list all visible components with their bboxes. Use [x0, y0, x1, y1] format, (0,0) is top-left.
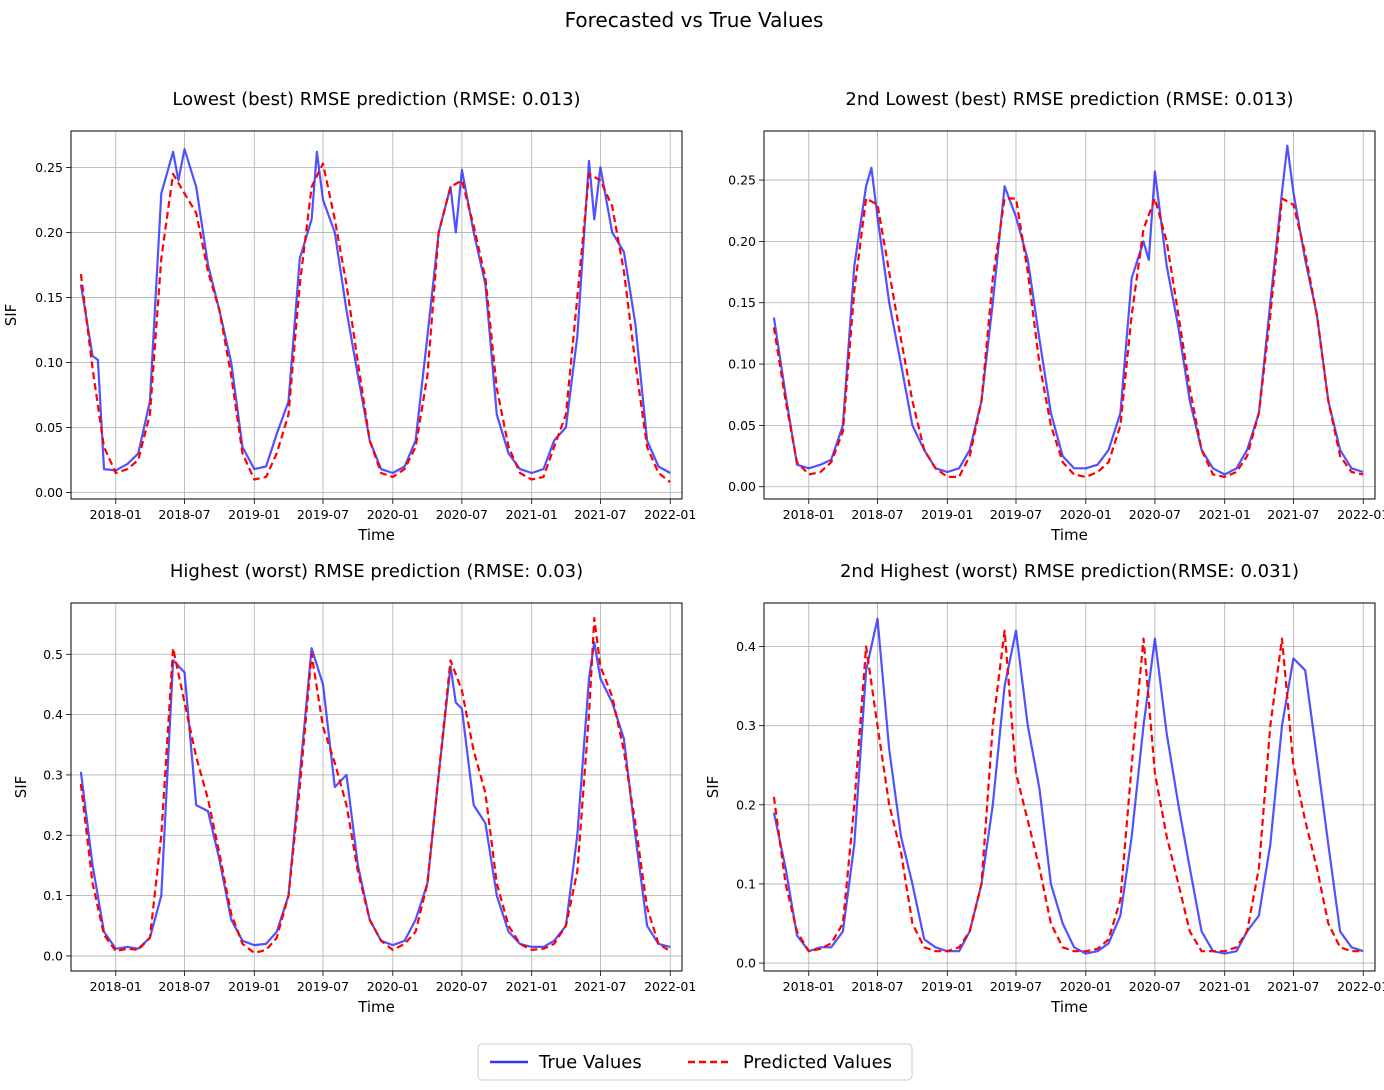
y-axis-label: SIF	[704, 776, 722, 799]
y-tick-label: 0.20	[728, 234, 756, 249]
x-tick-label: 2021-07	[574, 979, 626, 994]
subplot-4: 2nd Highest (worst) RMSE prediction(RMSE…	[704, 561, 1384, 1016]
x-tick-label: 2021-07	[1267, 507, 1319, 522]
x-axis-label: Time	[357, 998, 395, 1016]
subplot-1: Lowest (best) RMSE prediction (RMSE: 0.0…	[2, 89, 696, 544]
true-values-line	[79, 148, 671, 475]
y-tick-label: 0.10	[728, 357, 756, 372]
x-tick-label: 2020-07	[436, 979, 488, 994]
x-tick-label: 2022-01	[644, 507, 696, 522]
subplot-title: Lowest (best) RMSE prediction (RMSE: 0.0…	[172, 89, 580, 110]
subplot-2: 2nd Lowest (best) RMSE prediction (RMSE:…	[728, 89, 1384, 544]
y-tick-label: 0.00	[35, 485, 63, 500]
y-tick-label: 0.25	[35, 160, 63, 175]
x-tick-label: 2019-07	[990, 507, 1042, 522]
x-tick-label: 2019-01	[228, 507, 280, 522]
predicted-values-line	[79, 616, 671, 955]
y-tick-label: 0.4	[736, 639, 756, 654]
x-tick-label: 2019-07	[297, 507, 349, 522]
true-values-line	[772, 617, 1364, 955]
y-tick-label: 0.2	[736, 797, 756, 812]
x-axis-label: Time	[357, 526, 395, 544]
x-tick-label: 2020-01	[1060, 507, 1112, 522]
x-tick-label: 2019-01	[228, 979, 280, 994]
y-tick-label: 0.1	[736, 876, 756, 891]
x-tick-label: 2022-01	[644, 979, 696, 994]
axes-frame	[70, 130, 683, 500]
predicted-values-line	[79, 162, 671, 483]
y-tick-label: 0.05	[35, 420, 63, 435]
subplot-title: 2nd Highest (worst) RMSE prediction(RMSE…	[840, 561, 1299, 582]
x-tick-label: 2018-01	[90, 507, 142, 522]
axes-frame	[70, 602, 683, 972]
x-axis-label: Time	[1050, 998, 1088, 1016]
y-tick-label: 0.15	[728, 295, 756, 310]
y-tick-label: 0.20	[35, 225, 63, 240]
predicted-values-line	[772, 197, 1364, 478]
y-tick-label: 0.0	[43, 948, 63, 963]
x-tick-label: 2020-01	[367, 507, 419, 522]
x-tick-label: 2021-01	[506, 507, 558, 522]
legend-predicted-label: Predicted Values	[743, 1052, 892, 1073]
x-tick-label: 2018-07	[158, 979, 210, 994]
x-tick-label: 2018-01	[90, 979, 142, 994]
x-tick-label: 2018-01	[783, 979, 835, 994]
y-tick-label: 0.3	[736, 718, 756, 733]
y-axis-label: SIF	[12, 776, 30, 799]
x-tick-label: 2018-07	[851, 507, 903, 522]
y-tick-label: 0.00	[728, 479, 756, 494]
figure-title: Forecasted vs True Values	[565, 8, 824, 32]
legend: True Values Predicted Values	[477, 1043, 913, 1081]
x-tick-label: 2021-01	[1199, 979, 1251, 994]
axes-frame	[763, 602, 1376, 972]
y-tick-label: 0.10	[35, 355, 63, 370]
axes-frame	[763, 130, 1376, 500]
y-tick-label: 0.0	[736, 956, 756, 971]
x-tick-label: 2020-07	[1129, 979, 1181, 994]
x-tick-label: 2022-01	[1337, 507, 1384, 522]
x-tick-label: 2019-07	[990, 979, 1042, 994]
x-tick-label: 2021-01	[1199, 507, 1251, 522]
x-axis-label: Time	[1050, 526, 1088, 544]
x-tick-label: 2018-01	[783, 507, 835, 522]
y-tick-label: 0.4	[43, 707, 63, 722]
x-tick-label: 2021-07	[1267, 979, 1319, 994]
x-tick-label: 2018-07	[851, 979, 903, 994]
x-tick-label: 2019-07	[297, 979, 349, 994]
x-tick-label: 2018-07	[158, 507, 210, 522]
x-tick-label: 2020-01	[367, 979, 419, 994]
subplot-title: 2nd Lowest (best) RMSE prediction (RMSE:…	[845, 89, 1293, 110]
x-tick-label: 2019-01	[921, 979, 973, 994]
y-tick-label: 0.2	[43, 828, 63, 843]
y-axis-label: SIF	[2, 304, 20, 327]
y-tick-label: 0.1	[43, 888, 63, 903]
subplot-title: Highest (worst) RMSE prediction (RMSE: 0…	[170, 561, 583, 582]
y-tick-label: 0.05	[728, 418, 756, 433]
x-tick-label: 2020-01	[1060, 979, 1112, 994]
y-tick-label: 0.25	[728, 173, 756, 188]
x-tick-label: 2020-07	[1129, 507, 1181, 522]
y-tick-label: 0.15	[35, 290, 63, 305]
x-tick-label: 2021-01	[506, 979, 558, 994]
x-tick-label: 2019-01	[921, 507, 973, 522]
true-values-line	[772, 144, 1364, 476]
true-values-line	[79, 641, 671, 950]
y-tick-label: 0.3	[43, 767, 63, 782]
y-tick-label: 0.5	[43, 647, 63, 662]
x-tick-label: 2020-07	[436, 507, 488, 522]
x-tick-label: 2022-01	[1337, 979, 1384, 994]
subplot-3: Highest (worst) RMSE prediction (RMSE: 0…	[12, 561, 696, 1016]
predicted-values-line	[772, 629, 1364, 953]
legend-true-label: True Values	[538, 1052, 642, 1073]
subplots: Lowest (best) RMSE prediction (RMSE: 0.0…	[2, 89, 1384, 1016]
x-tick-label: 2021-07	[574, 507, 626, 522]
